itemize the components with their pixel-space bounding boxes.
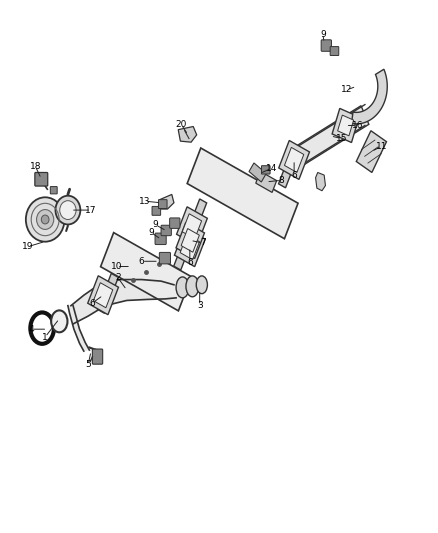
Polygon shape	[182, 225, 200, 248]
Polygon shape	[356, 131, 386, 173]
Text: 17: 17	[85, 206, 97, 215]
Polygon shape	[187, 148, 298, 239]
Polygon shape	[249, 163, 266, 182]
Text: 2: 2	[115, 273, 121, 282]
Polygon shape	[177, 207, 207, 246]
Text: 12: 12	[341, 85, 353, 94]
Text: 6: 6	[291, 171, 297, 180]
Text: 6: 6	[187, 258, 193, 267]
Polygon shape	[338, 115, 353, 136]
Text: 9: 9	[148, 228, 154, 237]
Ellipse shape	[51, 310, 67, 332]
Polygon shape	[185, 199, 207, 241]
Polygon shape	[98, 273, 118, 313]
Polygon shape	[101, 232, 191, 311]
Polygon shape	[68, 305, 89, 351]
Ellipse shape	[186, 276, 199, 297]
FancyBboxPatch shape	[330, 46, 339, 55]
Polygon shape	[284, 148, 304, 173]
FancyBboxPatch shape	[159, 253, 170, 264]
Polygon shape	[315, 173, 325, 191]
Polygon shape	[88, 276, 119, 314]
Text: 9: 9	[152, 220, 159, 229]
Ellipse shape	[176, 277, 189, 298]
Text: 10: 10	[111, 262, 123, 271]
Polygon shape	[352, 69, 387, 124]
Text: 13: 13	[139, 197, 151, 206]
Text: 7: 7	[200, 238, 205, 247]
Ellipse shape	[56, 196, 80, 224]
Polygon shape	[279, 141, 310, 180]
Ellipse shape	[41, 215, 49, 224]
Text: 5: 5	[85, 360, 91, 369]
Text: 16: 16	[351, 121, 363, 130]
Text: 8: 8	[279, 176, 284, 185]
Text: 3: 3	[197, 301, 202, 310]
Text: 15: 15	[336, 134, 347, 143]
Text: 18: 18	[29, 161, 41, 171]
Polygon shape	[174, 230, 194, 270]
FancyBboxPatch shape	[35, 173, 48, 186]
Text: 6: 6	[139, 257, 145, 266]
Ellipse shape	[60, 201, 76, 220]
FancyBboxPatch shape	[152, 206, 161, 215]
Text: 14: 14	[266, 164, 277, 173]
FancyBboxPatch shape	[50, 187, 57, 194]
Ellipse shape	[36, 209, 54, 229]
Ellipse shape	[196, 276, 208, 294]
Text: 4: 4	[28, 325, 34, 334]
Polygon shape	[93, 282, 113, 308]
Text: 6: 6	[89, 298, 95, 308]
Text: 11: 11	[375, 142, 387, 151]
Polygon shape	[181, 229, 199, 252]
Polygon shape	[279, 146, 300, 188]
FancyBboxPatch shape	[161, 225, 171, 236]
Polygon shape	[176, 222, 205, 259]
Polygon shape	[256, 171, 277, 192]
Polygon shape	[174, 228, 205, 266]
Text: 20: 20	[176, 120, 187, 129]
Polygon shape	[180, 235, 199, 260]
FancyBboxPatch shape	[159, 200, 167, 208]
Text: 19: 19	[22, 242, 34, 251]
FancyBboxPatch shape	[155, 233, 166, 245]
Polygon shape	[289, 106, 369, 169]
FancyBboxPatch shape	[321, 40, 332, 51]
Polygon shape	[160, 195, 174, 209]
FancyBboxPatch shape	[92, 349, 102, 364]
Text: 9: 9	[320, 29, 326, 38]
FancyBboxPatch shape	[170, 218, 180, 228]
Text: 1: 1	[42, 333, 48, 342]
Polygon shape	[332, 108, 359, 142]
Polygon shape	[178, 126, 197, 142]
Polygon shape	[182, 214, 201, 239]
FancyBboxPatch shape	[261, 166, 270, 174]
Ellipse shape	[26, 197, 64, 241]
Polygon shape	[71, 280, 176, 324]
